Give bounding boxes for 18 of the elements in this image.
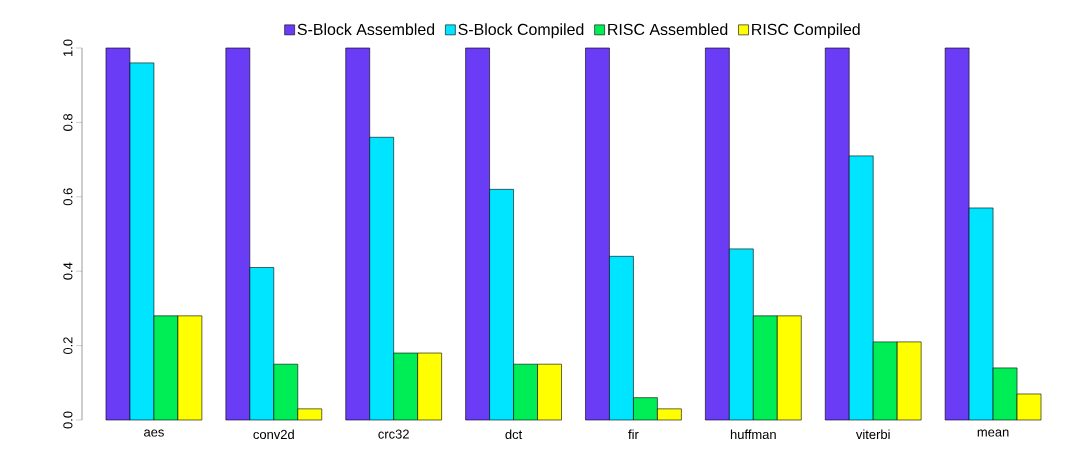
y-tick-label: 0.4 (63, 262, 73, 280)
y-tick-label: 1.0 (63, 39, 73, 57)
y-tick-label: 0.2 (63, 337, 73, 355)
legend-label: RISC Assembled (608, 23, 728, 36)
x-tick-label: mean (977, 429, 1009, 437)
legend-label: S-Block Assembled (297, 23, 435, 36)
y-tick-label: 0.8 (63, 113, 73, 131)
y-tick-label: 0.6 (63, 188, 73, 206)
x-tick-label: conv2d (253, 429, 294, 440)
x-tick-label: crc32 (378, 429, 409, 439)
x-tick-label: fir (628, 429, 639, 439)
y-tick-label: 0.0 (63, 411, 73, 429)
x-tick-label: viterbi (855, 429, 890, 440)
x-tick-label: dct (505, 429, 523, 440)
legend-label: RISC Compiled (752, 23, 860, 39)
legend-label: S-Block Compiled (458, 23, 584, 39)
x-tick-label: huffman (730, 429, 776, 440)
x-tick-label: aes (144, 429, 164, 437)
